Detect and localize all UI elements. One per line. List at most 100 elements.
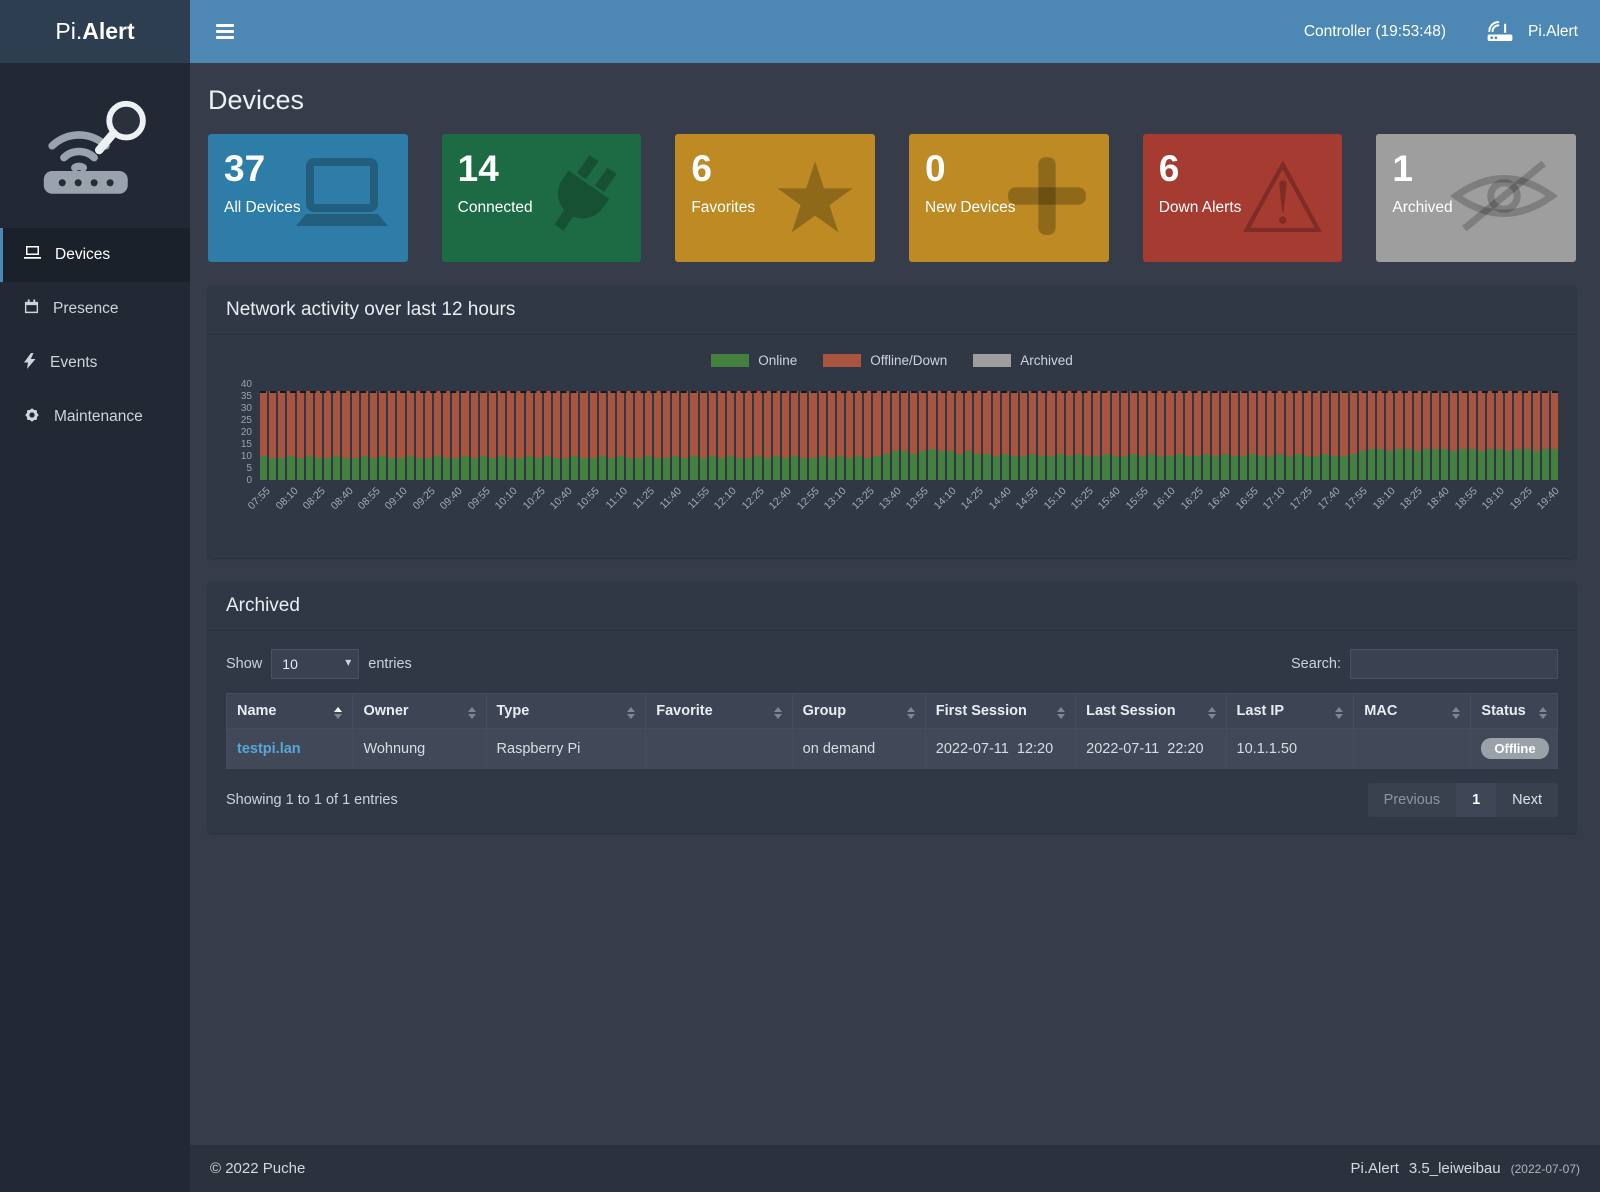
card-new-devices[interactable]: 0 New Devices [909, 134, 1109, 262]
column-header-name[interactable]: Name [225, 693, 354, 729]
card-down-alerts[interactable]: 6 Down Alerts ⚠ [1142, 134, 1343, 262]
activity-bar [607, 384, 616, 480]
sort-icon [773, 707, 782, 719]
sidebar-menu: Devices Presence Events [0, 228, 190, 444]
brand-link[interactable]: Pi.Alert [1528, 22, 1578, 40]
x-tick-label: 17:40 [1315, 485, 1343, 513]
column-header-last-session[interactable]: Last Session [1075, 693, 1227, 729]
y-tick-label: 25 [240, 415, 252, 426]
activity-bar [1422, 384, 1430, 480]
x-tick-label: 11:40 [657, 485, 685, 512]
activity-bar [1450, 384, 1458, 480]
controller-link[interactable]: Controller (19:53:48) [1303, 22, 1447, 40]
activity-bar [1377, 384, 1385, 480]
activity-bar [1029, 384, 1037, 480]
activity-chart: 0 5 10 15 20 25 30 35 40 [226, 379, 1559, 486]
activity-bar [1294, 384, 1302, 480]
activity-bar [672, 384, 680, 480]
column-header-group[interactable]: Group [791, 693, 926, 729]
activity-bar [855, 384, 863, 480]
sidebar-item-maintenance[interactable]: Maintenance [0, 390, 190, 444]
table-footer: Showing 1 to 1 of 1 entries Previous 1 N… [226, 783, 1558, 817]
sidebar-item-devices[interactable]: Devices [0, 228, 190, 282]
x-tick-label: 18:10 [1370, 485, 1398, 513]
star-icon: ★ [771, 143, 860, 253]
column-header-favorite[interactable]: Favorite [645, 693, 793, 729]
x-tick-label: 15:25 [1068, 485, 1096, 513]
sidebar-item-presence[interactable]: Presence [0, 282, 190, 336]
activity-bar [1413, 384, 1421, 480]
activity-bar [543, 384, 551, 480]
footer-version-number: 3.5_leiweibau [1408, 1160, 1501, 1177]
pagination: Previous 1 Next [1367, 783, 1558, 817]
card-label: All Devices [224, 198, 301, 216]
activity-bar [388, 384, 396, 480]
activity-bar [314, 384, 323, 480]
x-tick-label: 10:10 [492, 485, 520, 513]
activity-bar [470, 384, 478, 480]
cell-mac [1353, 728, 1472, 769]
activity-bar [1468, 384, 1476, 480]
activity-bar [754, 384, 762, 480]
device-link[interactable]: testpi.lan [237, 740, 301, 757]
column-header-status[interactable]: Status [1470, 693, 1558, 729]
activity-bar [1212, 384, 1220, 480]
x-tick-label: 13:10 [821, 485, 849, 513]
activity-bar [873, 384, 881, 480]
sidebar-item-label: Maintenance [54, 408, 143, 425]
y-tick-label: 30 [240, 403, 252, 414]
x-tick-label: 16:40 [1205, 485, 1233, 513]
activity-bar [1056, 384, 1064, 480]
search-control: Search: [1291, 649, 1558, 679]
card-connected[interactable]: 14 Connected [441, 134, 642, 262]
table-controls: Show 10 entries Search: [226, 649, 1558, 679]
app-logo[interactable]: Pi. Alert [0, 0, 190, 63]
activity-bar [369, 384, 378, 480]
column-header-last-ip[interactable]: Last IP [1225, 693, 1355, 729]
sort-icon [1335, 707, 1344, 719]
top-navbar: Controller (19:53:48) Pi.Alert [190, 0, 1600, 63]
search-input[interactable] [1350, 649, 1558, 679]
x-tick-label: 14:40 [986, 485, 1014, 513]
column-header-mac[interactable]: MAC [1353, 693, 1472, 729]
x-tick-label: 07:55 [245, 485, 274, 513]
card-all-devices[interactable]: 37 All Devices [208, 134, 408, 262]
eye-slash-icon [1448, 155, 1560, 241]
sort-icon [467, 707, 476, 719]
legend-swatch-online [711, 354, 750, 367]
column-header-owner[interactable]: Owner [352, 693, 487, 729]
x-tick-label: 09:40 [437, 485, 466, 513]
card-favorites[interactable]: 6 Favorites ★ [675, 134, 876, 262]
card-label: Favorites [691, 198, 756, 216]
activity-bar [1514, 384, 1522, 480]
activity-bar [1139, 384, 1147, 480]
x-tick-label: 18:25 [1397, 485, 1425, 513]
plus-icon [1001, 150, 1093, 246]
pagination-previous-button[interactable]: Previous [1368, 783, 1456, 817]
card-archived[interactable]: 1 Archived [1376, 134, 1577, 262]
activity-bar [617, 384, 625, 480]
activity-bar [553, 384, 561, 480]
activity-bar [846, 384, 854, 480]
card-value: 37 [224, 148, 266, 189]
column-header-first-session[interactable]: First Session [924, 693, 1077, 729]
page-length-select[interactable]: 10 [271, 649, 360, 679]
pagination-next-button[interactable]: Next [1496, 783, 1558, 817]
x-tick-label: 15:10 [1041, 485, 1069, 513]
x-tick-label: 11:25 [630, 485, 657, 512]
entries-label: entries [368, 656, 412, 672]
activity-bar [397, 384, 405, 480]
x-tick-label: 09:10 [383, 485, 411, 513]
activity-bar [488, 384, 497, 480]
y-tick-label: 10 [240, 451, 252, 462]
activity-bar [1019, 384, 1028, 480]
activity-bar [699, 384, 707, 480]
activity-bar [818, 384, 826, 480]
column-header-type[interactable]: Type [485, 693, 647, 729]
activity-bar [1074, 384, 1083, 480]
pagination-page-1-button[interactable]: 1 [1456, 783, 1497, 817]
card-value: 1 [1392, 148, 1413, 189]
sidebar-item-events[interactable]: Events [0, 336, 190, 390]
x-tick-label: 13:40 [876, 485, 904, 513]
sidebar-toggle-button[interactable] [212, 18, 238, 45]
